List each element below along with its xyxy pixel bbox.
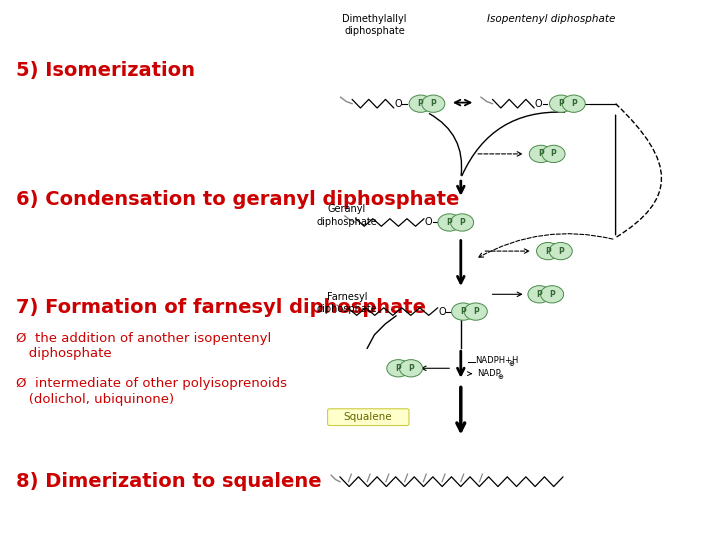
Circle shape [562, 95, 585, 112]
Circle shape [387, 360, 410, 377]
Text: O: O [425, 218, 432, 227]
Text: P: P [545, 247, 551, 255]
Text: 7) Formation of farnesyl diphosphate: 7) Formation of farnesyl diphosphate [16, 298, 426, 318]
Text: ⊕: ⊕ [498, 374, 503, 380]
Circle shape [528, 286, 551, 303]
Text: 8) Dimerization to squalene: 8) Dimerization to squalene [16, 472, 321, 491]
Text: Ø  intermediate of other polyisoprenoids
   (dolichol, ubiquinone): Ø intermediate of other polyisoprenoids … [16, 377, 287, 406]
Text: Isopentenyl diphosphate: Isopentenyl diphosphate [487, 14, 615, 24]
Text: O: O [438, 307, 446, 316]
Text: Dimethylallyl
diphosphate: Dimethylallyl diphosphate [342, 14, 407, 36]
Circle shape [400, 360, 423, 377]
Text: P: P [558, 247, 564, 255]
Circle shape [451, 303, 474, 320]
Text: O: O [535, 99, 542, 109]
Circle shape [542, 145, 565, 163]
Text: Squalene: Squalene [343, 413, 392, 422]
Text: P: P [395, 364, 401, 373]
Circle shape [529, 145, 552, 163]
Text: O: O [395, 99, 402, 109]
Circle shape [451, 214, 474, 231]
Text: P: P [558, 99, 564, 108]
Text: P: P [571, 99, 577, 108]
Text: P: P [536, 290, 542, 299]
Text: P: P [459, 218, 465, 227]
Text: P: P [473, 307, 479, 316]
Text: Ø  the addition of another isopentenyl
   diphosphate: Ø the addition of another isopentenyl di… [16, 332, 271, 360]
Circle shape [549, 242, 572, 260]
Circle shape [549, 95, 572, 112]
Text: P: P [431, 99, 436, 108]
Text: P: P [538, 150, 544, 158]
Text: Geranyl
diphosphate: Geranyl diphosphate [317, 204, 377, 226]
FancyBboxPatch shape [328, 409, 409, 426]
Text: P: P [551, 150, 557, 158]
Circle shape [541, 286, 564, 303]
Text: 6) Condensation to geranyl diphosphate: 6) Condensation to geranyl diphosphate [16, 190, 459, 210]
Text: P: P [408, 364, 414, 373]
Text: 5) Isomerization: 5) Isomerization [16, 60, 195, 80]
Text: ⊕: ⊕ [508, 361, 514, 367]
Text: P: P [549, 290, 555, 299]
Circle shape [536, 242, 559, 260]
Text: P: P [418, 99, 423, 108]
Text: NADP: NADP [477, 369, 500, 378]
Text: P: P [460, 307, 466, 316]
Text: NADPH+H: NADPH+H [475, 356, 518, 364]
Text: P: P [446, 218, 452, 227]
Text: Farnesyl
diphosphate: Farnesyl diphosphate [317, 292, 377, 314]
Circle shape [464, 303, 487, 320]
Circle shape [409, 95, 432, 112]
Circle shape [422, 95, 445, 112]
Circle shape [438, 214, 461, 231]
